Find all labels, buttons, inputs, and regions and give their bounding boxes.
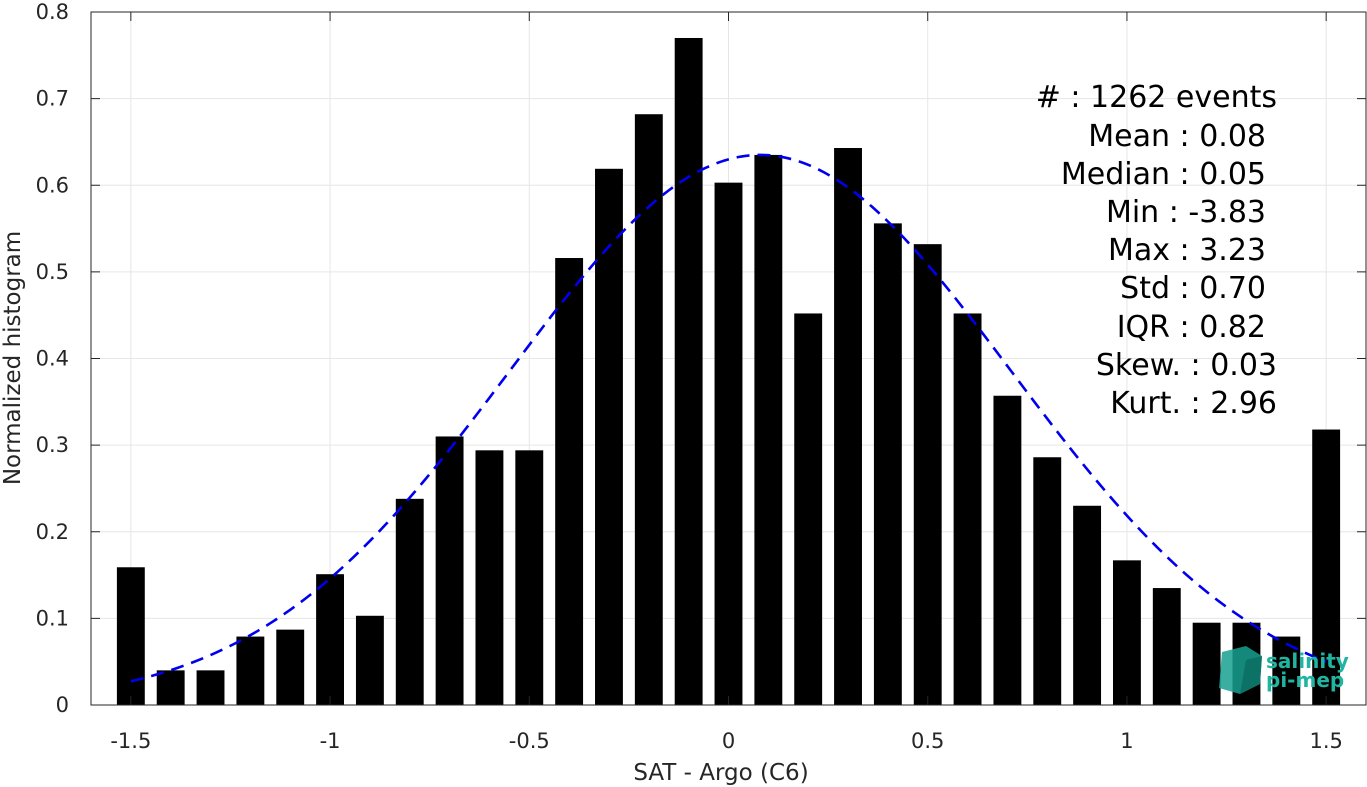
y-tick-label-5: 0.5 [36, 260, 69, 284]
bar-26 [1152, 588, 1181, 705]
bar-13 [634, 114, 663, 705]
stat-iqr: IQR : 0.82 [1117, 310, 1266, 345]
bar-0 [116, 567, 145, 705]
bar-9 [475, 450, 504, 705]
y-tick-label-4: 0.4 [36, 347, 69, 371]
stat-skew: Skew. : 0.03 [1096, 348, 1277, 383]
x-tick-label-5: 1 [1120, 729, 1133, 753]
x-tick-label-1: -1 [320, 729, 341, 753]
bar-20 [913, 244, 942, 705]
y-tick-label-7: 0.7 [36, 87, 69, 111]
y-tick-label-1: 0.1 [36, 606, 69, 630]
logo-line2: pi-mep [1266, 668, 1344, 692]
stat-events: # : 1262 events [1036, 80, 1277, 115]
stat-max: Max : 3.23 [1108, 233, 1266, 268]
stat-kurt: Kurt. : 2.96 [1110, 386, 1277, 421]
bar-5 [316, 574, 345, 705]
bar-4 [276, 629, 305, 705]
y-tick-label-8: 0.8 [36, 0, 69, 24]
logo-cube-facet [1240, 656, 1262, 694]
y-tick-label-0: 0 [56, 693, 69, 717]
bar-1 [156, 670, 185, 705]
bar-12 [595, 168, 623, 705]
bar-22 [993, 395, 1022, 705]
y-axis-ticks: 0 0.1 0.2 0.3 0.4 0.5 0.6 0.7 0.8 [36, 0, 1366, 717]
bar-2 [196, 670, 225, 705]
salinity-pi-mep-logo: salinity pi-mep [1219, 646, 1349, 694]
x-axis-label: SAT - Argo (C6) [633, 760, 808, 786]
y-tick-label-6: 0.6 [36, 173, 69, 197]
stat-median: Median : 0.05 [1061, 157, 1266, 192]
normal-fit-curve [130, 153, 1327, 683]
bar-30 [1312, 429, 1341, 705]
bar-25 [1112, 560, 1141, 705]
bars [116, 37, 1341, 706]
bar-19 [873, 223, 902, 706]
bar-10 [515, 450, 544, 705]
x-tick-label-2: -0.5 [509, 729, 550, 753]
x-tick-label-3: 0 [722, 729, 735, 753]
bar-23 [1033, 457, 1062, 705]
bar-11 [555, 258, 584, 705]
bar-17 [794, 313, 823, 705]
x-tick-label-4: 0.5 [911, 729, 944, 753]
stat-std: Std : 0.70 [1120, 271, 1266, 306]
x-tick-label-0: -1.5 [110, 729, 151, 753]
bar-3 [236, 636, 265, 705]
bar-24 [1073, 505, 1102, 705]
bar-16 [754, 154, 783, 705]
y-tick-label-3: 0.3 [36, 433, 69, 457]
stats-annotations: # : 1262 events Mean : 0.08 Median : 0.0… [1036, 80, 1277, 421]
bar-7 [395, 498, 424, 705]
y-tick-label-2: 0.2 [36, 520, 69, 544]
y-axis-label: Normalized histogram [0, 231, 26, 485]
stat-min: Min : -3.83 [1106, 195, 1266, 230]
bar-21 [953, 313, 982, 705]
bar-6 [355, 615, 384, 705]
bar-15 [714, 182, 743, 705]
bar-8 [435, 436, 464, 705]
bar-27 [1192, 622, 1221, 705]
bar-14 [674, 37, 703, 706]
x-axis-ticks: -1.5 -1 -0.5 0 0.5 1 1.5 [110, 12, 1343, 753]
logo-line1: salinity [1266, 649, 1349, 673]
x-tick-label-6: 1.5 [1309, 729, 1342, 753]
bar-18 [834, 148, 862, 706]
stat-mean: Mean : 0.08 [1088, 119, 1266, 154]
